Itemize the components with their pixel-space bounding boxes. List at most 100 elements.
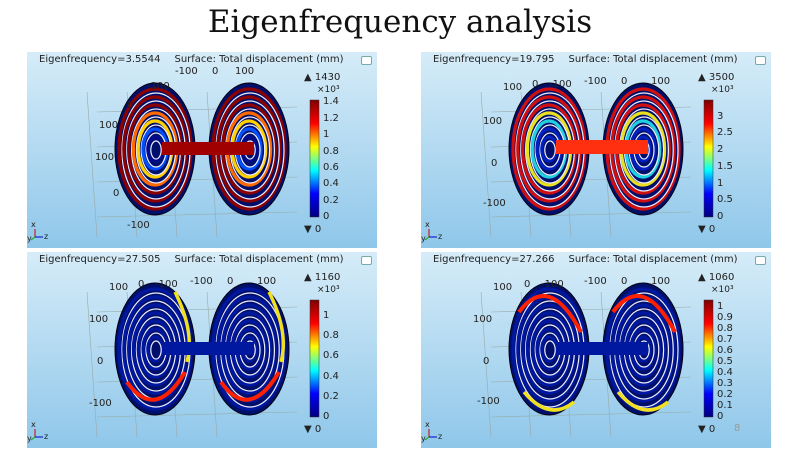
colorbar-tick: 0.4 bbox=[323, 178, 339, 190]
colorbar-tick: 1.2 bbox=[323, 112, 339, 124]
spiral-disk-1 bbox=[114, 282, 196, 416]
axis-triad-icon bbox=[30, 429, 43, 441]
colorbar-tick: 0.2 bbox=[323, 390, 339, 402]
surface-label: Surface: Total displacement (mm) bbox=[568, 254, 738, 265]
colorbar-tick: 0.1 bbox=[717, 399, 733, 411]
axis-tick-label: 100 bbox=[473, 314, 493, 325]
axis-tick-label: -100 bbox=[127, 220, 150, 231]
shaft bbox=[556, 342, 648, 355]
colorbar-tick: 1.4 bbox=[323, 96, 339, 108]
triad-x-label: x bbox=[425, 220, 430, 229]
colorbar-tick: 0.8 bbox=[323, 145, 339, 157]
colorbar-tick: 1 bbox=[717, 177, 724, 189]
plot-header: Eigenfrequency=27.266 Surface: Total disp… bbox=[433, 254, 752, 265]
shaft bbox=[162, 342, 254, 355]
colorbar-tick: 2 bbox=[717, 144, 724, 156]
axis-tick-label: -100 bbox=[584, 76, 607, 87]
colorbar bbox=[703, 99, 714, 218]
colorbar-tick: 0.6 bbox=[717, 344, 733, 356]
eigenmode-plot-3: Eigenfrequency=27.505 Surface: Total disp… bbox=[27, 252, 377, 448]
colorbar-tick: 3 bbox=[717, 110, 724, 122]
axis-tick-label: 100 bbox=[493, 282, 513, 293]
axis-tick-label: -100 bbox=[155, 279, 178, 290]
triad-x-label: x bbox=[31, 220, 36, 229]
colorbar-max: ▲ 1060 bbox=[698, 272, 735, 283]
triad-y-label: y bbox=[421, 234, 426, 243]
colorbar-scale: ×10³ bbox=[317, 285, 340, 295]
shaft bbox=[162, 142, 254, 155]
axis-tick-label: -100 bbox=[483, 198, 506, 209]
colorbar-tick: 0 bbox=[323, 411, 330, 422]
surface-label: Surface: Total displacement (mm) bbox=[568, 54, 738, 65]
colorbar-tick: 0 bbox=[717, 211, 724, 222]
colorbar-tick: 0.6 bbox=[323, 350, 339, 362]
colorbar-tick: 0.3 bbox=[717, 377, 733, 389]
colorbar-tick: 0.4 bbox=[717, 366, 733, 378]
axis-tick-label: 0 bbox=[227, 276, 234, 287]
axis-tick-label: 0 bbox=[532, 79, 539, 90]
axis-tick-label: -100 bbox=[89, 398, 112, 409]
axis-tick-label: -100 bbox=[477, 396, 500, 407]
slide-title: Eigenfrequency analysis bbox=[207, 4, 593, 40]
page-number: 8 bbox=[734, 423, 741, 434]
triad-y-label: y bbox=[27, 234, 32, 243]
axis-tick-label: 0 bbox=[524, 279, 531, 290]
colorbar-scale: ×10³ bbox=[711, 285, 734, 295]
axis-tick-label: 100 bbox=[651, 76, 671, 87]
colorbar-tick: 1 bbox=[323, 310, 330, 322]
colorbar-min: ▼ 0 bbox=[304, 424, 322, 435]
colorbar-tick: 0.6 bbox=[323, 161, 339, 173]
colorbar bbox=[309, 99, 320, 218]
axis-tick-label: -100 bbox=[190, 276, 213, 287]
colorbar-tick: 1 bbox=[323, 129, 330, 141]
colorbar bbox=[309, 299, 320, 418]
triad-z-label: z bbox=[44, 432, 49, 441]
axis-tick-label: 100 bbox=[99, 120, 119, 131]
colorbar-tick: 0 bbox=[717, 411, 724, 422]
eigenmode-plot-1: Eigenfrequency=3.5544 Surface: Total disp… bbox=[27, 52, 377, 248]
colorbar-tick: 0.7 bbox=[717, 333, 733, 345]
colorbar-tick: 0.2 bbox=[717, 388, 733, 400]
triad-y-label: y bbox=[27, 434, 32, 443]
colorbar-tick: 0.9 bbox=[717, 311, 733, 323]
axis-tick-label: 0 bbox=[97, 356, 104, 367]
axis-tick-label: 0 bbox=[212, 66, 219, 77]
axis-triad-icon bbox=[30, 229, 43, 241]
axis-tick-label: 100 bbox=[235, 66, 255, 77]
triad-z-label: z bbox=[438, 232, 443, 241]
camera-icon[interactable] bbox=[755, 256, 766, 265]
eigenmode-plot-4: Eigenfrequency=27.266 Surface: Total disp… bbox=[421, 252, 771, 448]
axis-tick-label: 0 bbox=[127, 100, 134, 111]
triad-y-label: y bbox=[421, 434, 426, 443]
triad-z-label: z bbox=[438, 432, 443, 441]
plot-header: Eigenfrequency=3.5544 Surface: Total disp… bbox=[39, 54, 358, 65]
eigenfrequency-label: Eigenfrequency=27.266 bbox=[433, 254, 555, 265]
camera-icon[interactable] bbox=[361, 56, 372, 65]
colorbar-max: ▲ 3500 bbox=[698, 72, 735, 83]
triad-x-label: x bbox=[425, 420, 430, 429]
axis-tick-label: 100 bbox=[483, 116, 503, 127]
colorbar-min: ▼ 0 bbox=[698, 424, 716, 435]
colorbar-tick: 0.2 bbox=[323, 194, 339, 206]
axis-tick-label: 0 bbox=[621, 276, 628, 287]
axis-tick-label: 0 bbox=[483, 356, 490, 367]
colorbar-scale: ×10³ bbox=[317, 85, 340, 95]
eigenmode-plot-2: Eigenfrequency=19.795 Surface: Total disp… bbox=[421, 52, 771, 248]
axis-tick-label: 100 bbox=[95, 152, 115, 163]
colorbar-tick: 0.8 bbox=[323, 330, 339, 342]
axis-tick-label: 100 bbox=[109, 282, 129, 293]
colorbar-tick: 1.5 bbox=[717, 160, 733, 172]
axis-tick-label: 100 bbox=[89, 314, 109, 325]
axis-triad-icon bbox=[424, 229, 437, 241]
spiral-disk-1 bbox=[114, 82, 196, 216]
colorbar-min: ▼ 0 bbox=[698, 224, 716, 235]
camera-icon[interactable] bbox=[361, 256, 372, 265]
axis-tick-label: 100 bbox=[503, 82, 523, 93]
colorbar-tick: 0.4 bbox=[323, 370, 339, 382]
spiral-disk-1 bbox=[508, 82, 590, 216]
colorbar-max: ▲ 1160 bbox=[304, 272, 341, 283]
camera-icon[interactable] bbox=[755, 56, 766, 65]
surface-label: Surface: Total displacement (mm) bbox=[174, 54, 344, 65]
colorbar-tick: 0.8 bbox=[717, 322, 733, 334]
axis-tick-label: 0 bbox=[113, 188, 120, 199]
